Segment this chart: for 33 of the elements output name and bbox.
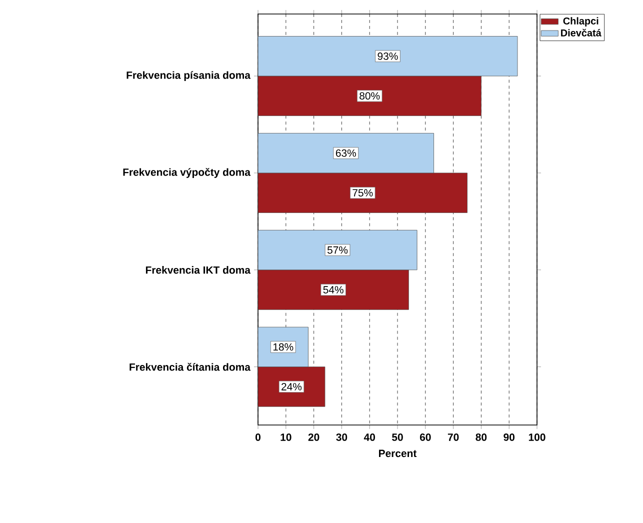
y-tick-label: Frekvencia IKT doma — [146, 266, 251, 274]
x-tick-label: 40 — [364, 434, 375, 441]
y-tick-label: Frekvencia čítania doma — [130, 362, 251, 371]
y-tick-label: Frekvencia písania doma — [126, 71, 251, 81]
bar — [258, 230, 418, 270]
data-label: 18% — [273, 343, 294, 351]
y-tick-label: Frekvencia výpočty doma — [123, 168, 251, 178]
x-tick-label: 60 — [420, 434, 431, 441]
bar — [258, 270, 409, 310]
legend-label: Chlapci — [563, 17, 598, 26]
data-label: 63% — [336, 149, 356, 157]
x-tick-label: 0 — [256, 434, 260, 441]
bar — [258, 133, 434, 174]
x-axis-title: Percent — [379, 450, 417, 458]
x-tick-label: 70 — [448, 434, 459, 441]
data-label: 54% — [323, 286, 344, 294]
data-label: 24% — [282, 383, 302, 390]
data-label: 57% — [327, 246, 348, 254]
x-tick-label: 100 — [528, 434, 546, 441]
x-tick-label: 90 — [504, 434, 514, 441]
bar — [258, 36, 518, 76]
x-tick-label: 30 — [336, 434, 348, 441]
bar — [258, 366, 326, 407]
data-label: 75% — [352, 189, 373, 197]
x-tick-label: 50 — [392, 434, 403, 441]
x-tick-label: 20 — [308, 434, 320, 441]
x-tick-label: 10 — [280, 434, 292, 441]
x-tick-label: 80 — [476, 434, 487, 441]
data-label: 80% — [360, 92, 380, 100]
data-label: 93% — [378, 52, 398, 60]
legend-label: Dievčatá — [561, 28, 602, 36]
bar — [258, 172, 468, 213]
bar — [258, 76, 482, 116]
